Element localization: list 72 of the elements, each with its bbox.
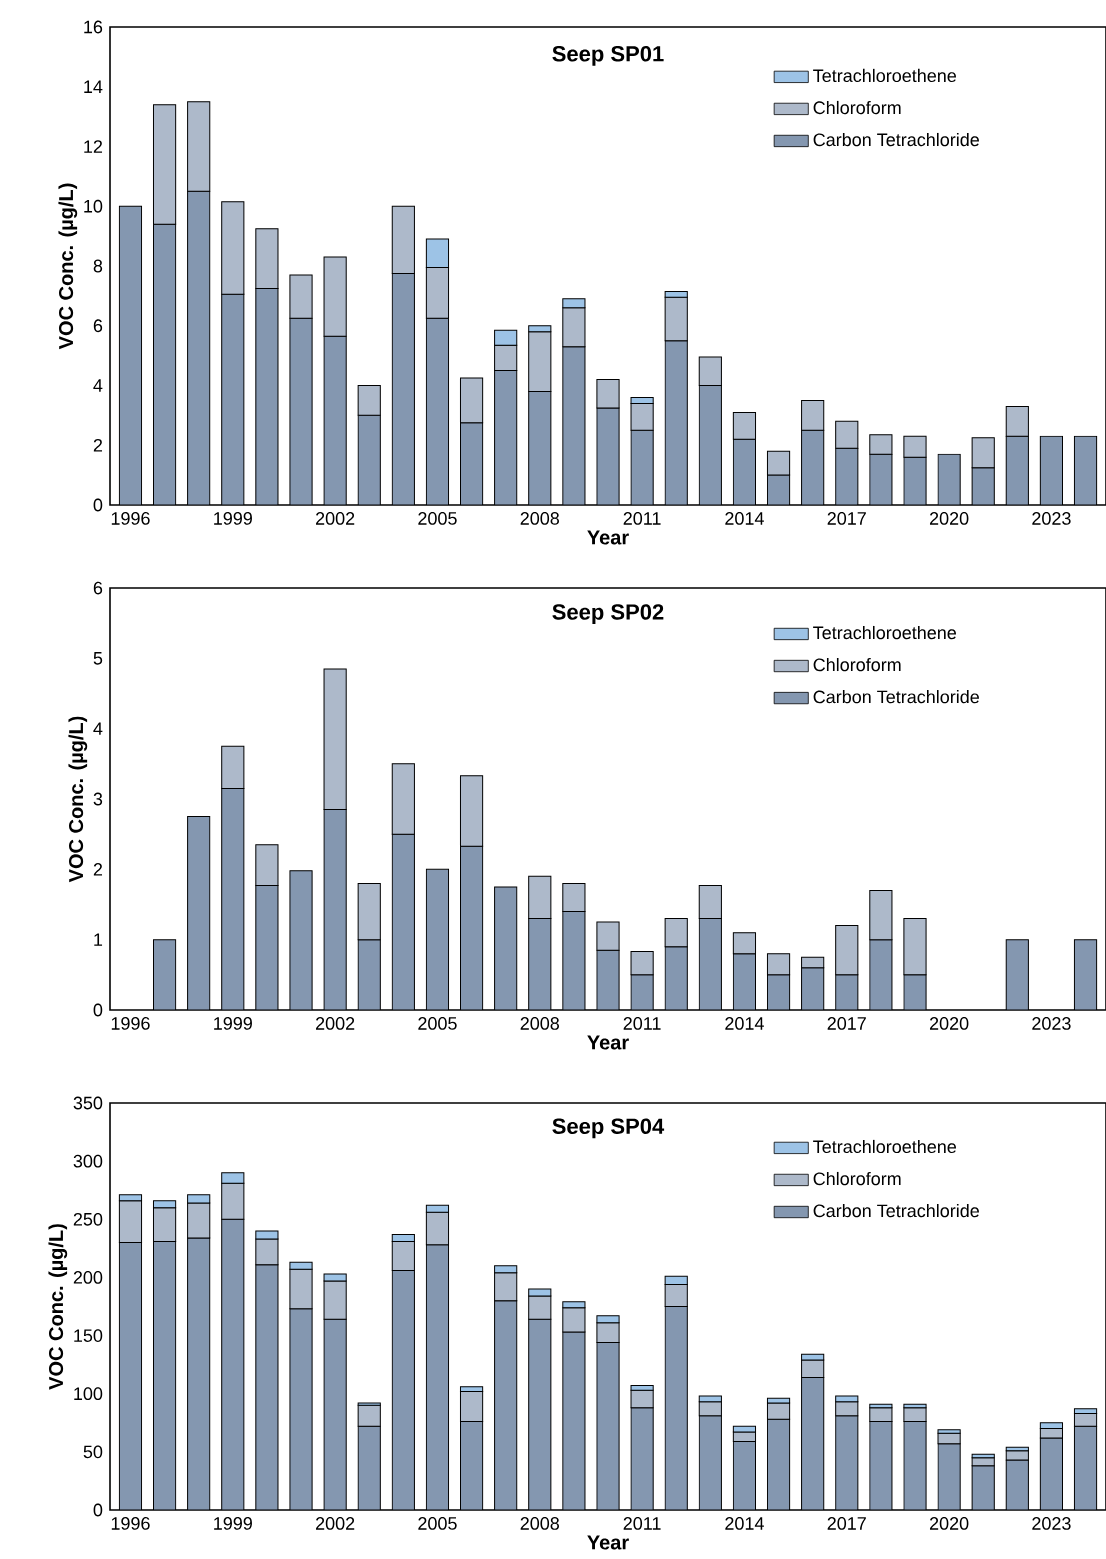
x-tick-label: 2020 bbox=[929, 1017, 969, 1030]
y-tick-label: 2 bbox=[93, 438, 103, 452]
x-tick-label: 2023 bbox=[1032, 1017, 1071, 1030]
y-tick-label: 100 bbox=[74, 1387, 103, 1401]
legend-label: Carbon Tetrachloride bbox=[813, 690, 979, 704]
y-axis-title: VOC Conc. (µg/L) bbox=[58, 183, 78, 350]
legend-label: Carbon Tetrachloride bbox=[813, 132, 979, 147]
x-tick-label: 2017 bbox=[827, 1517, 866, 1530]
y-tick-label: 6 bbox=[93, 581, 103, 595]
legend-label: Chloroform bbox=[813, 1171, 901, 1186]
x-tick-label: 2002 bbox=[316, 1517, 355, 1530]
legend-label: Carbon Tetrachloride bbox=[813, 1203, 979, 1218]
x-axis-title: Year bbox=[587, 1035, 629, 1050]
text: Seep SP04 bbox=[552, 1118, 665, 1139]
y-tick-label: 0 bbox=[93, 498, 103, 512]
y-tick-label: 350 bbox=[73, 1096, 103, 1110]
y-tick-label: 1 bbox=[94, 933, 103, 946]
y-tick-label: 8 bbox=[93, 259, 103, 273]
y-tick-label: 4 bbox=[93, 722, 103, 735]
x-tick-label: 2002 bbox=[316, 1017, 355, 1030]
x-tick-label: 2014 bbox=[725, 512, 764, 525]
x-axis-title: Year bbox=[587, 530, 629, 545]
x-tick-label: 2002 bbox=[316, 512, 355, 525]
x-tick-label: 2017 bbox=[827, 1017, 866, 1030]
x-tick-label: 1996 bbox=[111, 1517, 150, 1530]
x-tick-label: 1999 bbox=[214, 1017, 252, 1030]
x-tick-label: 1996 bbox=[111, 512, 150, 525]
y-tick-label: 6 bbox=[93, 319, 103, 333]
x-tick-label: 1996 bbox=[111, 1017, 150, 1030]
legend-label: Tetrachloroethene bbox=[813, 1139, 957, 1154]
x-tick-label: 2014 bbox=[725, 1017, 764, 1030]
y-tick-label: 50 bbox=[83, 1445, 103, 1459]
y-tick-label: 300 bbox=[73, 1154, 103, 1168]
y-tick-label: 250 bbox=[73, 1212, 103, 1226]
x-tick-label: 2017 bbox=[827, 512, 866, 525]
y-tick-label: 3 bbox=[93, 792, 103, 806]
y-tick-label: 200 bbox=[73, 1271, 103, 1284]
x-tick-label: 2005 bbox=[418, 1517, 457, 1530]
legend-label: Tetrachloroethene bbox=[813, 68, 957, 83]
x-tick-label: 2023 bbox=[1032, 1517, 1071, 1530]
y-tick-label: 150 bbox=[74, 1329, 103, 1342]
x-tick-label: 2011 bbox=[623, 512, 661, 525]
y-axis-title: VOC Conc. (µg/L) bbox=[68, 716, 88, 883]
y-tick-label: 16 bbox=[84, 20, 103, 34]
legend-label: Chloroform bbox=[813, 657, 901, 672]
text: Seep SP01 bbox=[552, 45, 664, 66]
x-tick-label: 2008 bbox=[520, 1517, 560, 1530]
y-tick-label: 0 bbox=[93, 1503, 103, 1517]
x-tick-label: 2011 bbox=[623, 1017, 661, 1030]
x-tick-label: 2008 bbox=[520, 1017, 559, 1030]
y-tick-label: 12 bbox=[84, 140, 103, 153]
x-tick-label: 2011 bbox=[623, 1517, 661, 1530]
y-tick-label: 2 bbox=[93, 863, 103, 876]
x-tick-label: 2014 bbox=[725, 1517, 764, 1530]
y-tick-label: 0 bbox=[93, 1003, 103, 1017]
y-tick-label: 5 bbox=[93, 652, 103, 665]
y-tick-label: 10 bbox=[84, 199, 103, 213]
x-tick-label: 2008 bbox=[520, 512, 560, 525]
x-tick-label: 2005 bbox=[418, 1017, 457, 1030]
x-tick-label: 2020 bbox=[929, 1517, 969, 1530]
x-axis-title: Year bbox=[587, 1535, 629, 1550]
x-tick-label: 2005 bbox=[418, 512, 457, 525]
legend-label: Chloroform bbox=[813, 100, 901, 115]
text: Seep SP02 bbox=[552, 604, 664, 625]
legend-label: Tetrachloroethene bbox=[813, 625, 957, 640]
y-axis-title: VOC Conc. (µg/L) bbox=[48, 1224, 68, 1390]
x-tick-label: 1999 bbox=[214, 1517, 252, 1530]
y-tick-label: 14 bbox=[84, 80, 103, 93]
y-tick-label: 4 bbox=[93, 379, 103, 392]
x-tick-label: 2023 bbox=[1032, 512, 1071, 525]
x-tick-label: 1999 bbox=[214, 512, 252, 525]
x-tick-label: 2020 bbox=[929, 512, 969, 525]
